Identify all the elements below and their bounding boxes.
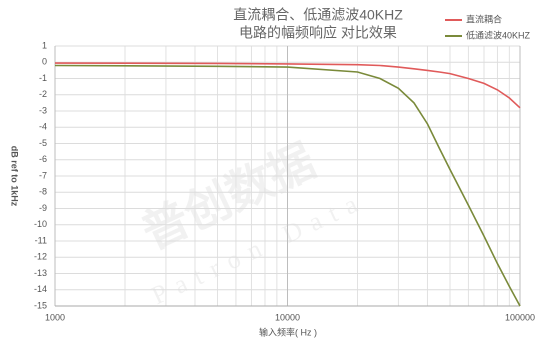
- x-tick-label: 10000: [275, 312, 300, 322]
- legend-label: 直流耦合: [466, 13, 502, 24]
- legend-label: 低通滤波40KHZ: [466, 29, 531, 40]
- y-tick-label: -4: [39, 122, 47, 132]
- y-tick-label: -7: [39, 170, 47, 180]
- y-tick-label: -5: [39, 138, 47, 148]
- y-tick-label: -3: [39, 105, 47, 115]
- y-tick-label: 1: [42, 40, 47, 50]
- y-axis-label: dB ref to 1kHz: [10, 146, 20, 207]
- y-tick-label: -10: [34, 219, 47, 229]
- y-tick-label: -1: [39, 73, 47, 83]
- y-tick-label: -12: [34, 252, 47, 262]
- y-tick-label: -9: [39, 203, 47, 213]
- y-tick-label: -14: [34, 284, 47, 294]
- y-tick-label: -13: [34, 268, 47, 278]
- line-series: [54, 62, 521, 109]
- x-axis-label: 输入频率( Hz ): [259, 326, 317, 337]
- y-tick-label: -15: [34, 300, 47, 310]
- y-tick-label: -11: [35, 235, 47, 245]
- y-tick-label: -2: [39, 89, 47, 99]
- y-tick-label: -6: [39, 154, 47, 164]
- chart-title: 电路的幅频响应 对比效果: [239, 25, 397, 41]
- chart-title: 直流耦合、低通滤波40KHZ: [233, 7, 403, 23]
- x-tick-label: 100000: [505, 312, 535, 322]
- line-series: [54, 64, 521, 307]
- y-tick-label: 0: [42, 57, 47, 67]
- x-tick-label: 1000: [45, 312, 65, 322]
- y-tick-label: -8: [39, 187, 47, 197]
